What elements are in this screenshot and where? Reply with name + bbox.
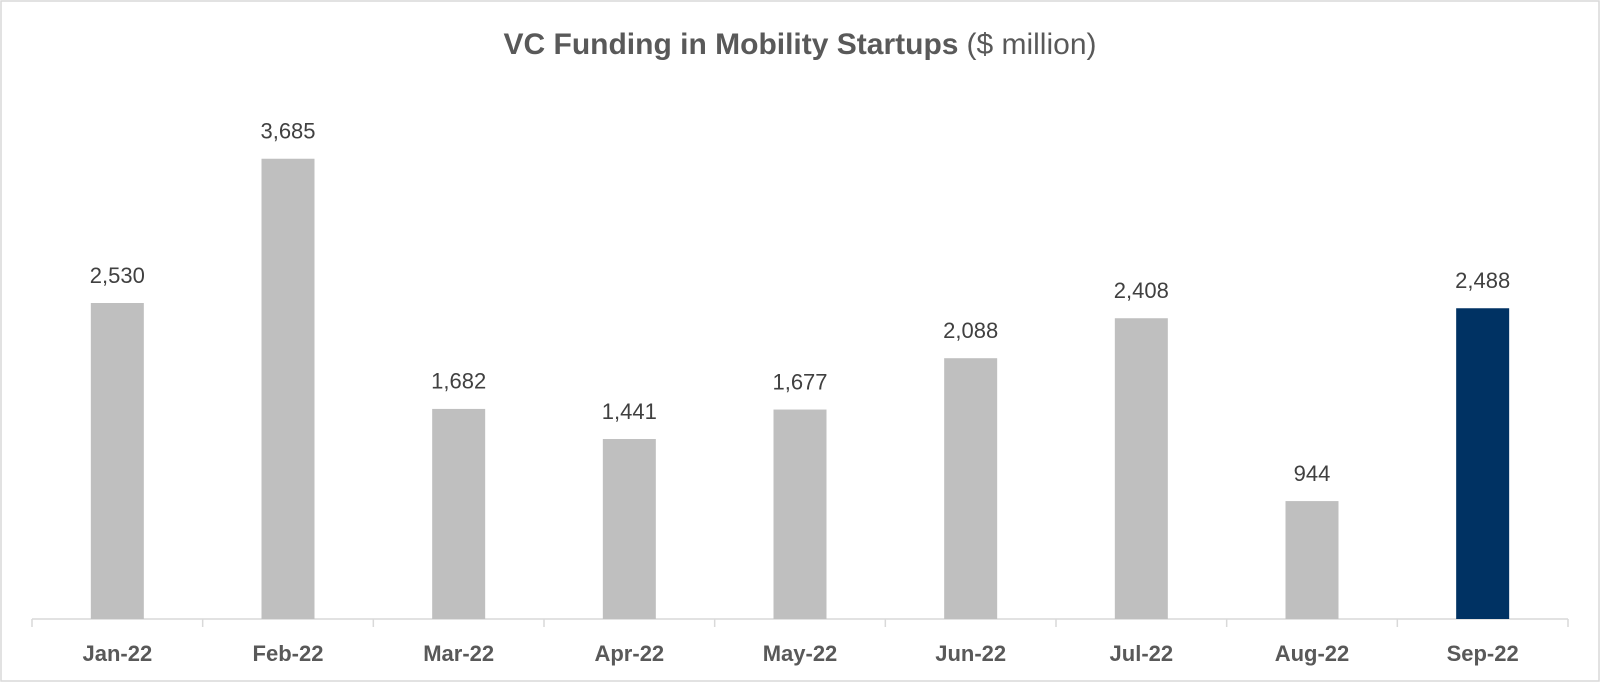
x-tick-label: Mar-22 (423, 641, 494, 666)
x-tick-label: Jun-22 (935, 641, 1006, 666)
value-label: 3,685 (260, 119, 315, 144)
chart-title: VC Funding in Mobility Startups (504, 28, 959, 61)
bar (773, 409, 827, 619)
x-tick-label: Apr-22 (594, 641, 664, 666)
value-label: 1,682 (431, 369, 486, 394)
bar (90, 303, 144, 619)
value-label: 1,677 (772, 369, 827, 394)
x-tick-label: Jan-22 (82, 641, 152, 666)
value-label: 944 (1294, 461, 1331, 486)
bar (602, 439, 656, 619)
value-label: 1,441 (602, 399, 657, 424)
bar (1114, 318, 1168, 619)
x-tick-label: May-22 (763, 641, 838, 666)
chart-title-group: VC Funding in Mobility Startups ($ millio… (504, 28, 1097, 61)
x-tick-label: Aug-22 (1275, 641, 1350, 666)
chart-subtitle: ($ million) (966, 28, 1096, 61)
bar (944, 358, 998, 619)
x-tick-label: Sep-22 (1447, 641, 1519, 666)
x-tick-label: Feb-22 (253, 641, 324, 666)
bar (432, 408, 486, 619)
value-label: 2,408 (1114, 278, 1169, 303)
x-tick-label: Jul-22 (1110, 641, 1174, 666)
bar (1285, 501, 1339, 619)
bar (261, 158, 315, 619)
value-label: 2,488 (1455, 268, 1510, 293)
value-label: 2,530 (90, 263, 145, 288)
bar (1456, 308, 1510, 619)
value-label: 2,088 (943, 318, 998, 343)
